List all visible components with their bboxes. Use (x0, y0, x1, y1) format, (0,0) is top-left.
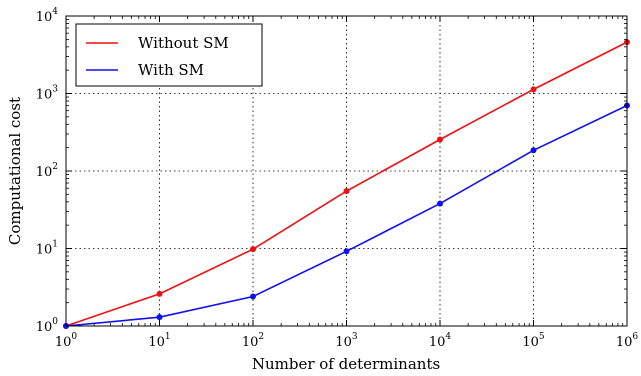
data-point-without-sm (250, 246, 256, 253)
plot-frame (65, 15, 628, 327)
y-tick-label: 102 (36, 162, 58, 180)
y-axis-title: Computational cost (6, 97, 24, 245)
x-tick-label: 103 (335, 332, 358, 350)
legend: Without SM With SM (75, 23, 263, 87)
y-tick-labels: 100 101 102 103 104 (36, 7, 59, 335)
data-point-with-sm (156, 314, 163, 321)
legend-box (75, 23, 263, 87)
data-point-without-sm (156, 290, 163, 297)
data-point-with-sm (437, 200, 443, 207)
x-tick-labels: 100 101 102 103 104 105 106 (55, 332, 639, 350)
y-tick-label: 103 (36, 85, 59, 103)
legend-label-without-sm: Without SM (138, 34, 229, 52)
x-axis-title: Number of determinants (252, 355, 440, 373)
x-tick-label: 102 (242, 332, 264, 350)
x-tick-label: 106 (616, 332, 639, 350)
x-tick-label: 104 (429, 332, 452, 350)
data-point-with-sm (343, 248, 350, 255)
data-point-without-sm (437, 136, 443, 143)
x-tick-label: 101 (148, 332, 170, 350)
x-tick-label: 105 (522, 332, 545, 350)
y-tick-label: 104 (36, 7, 59, 25)
series-layer (63, 39, 630, 329)
data-point-without-sm (530, 86, 537, 93)
data-point-with-sm (530, 147, 537, 154)
x-tick-label: 100 (55, 332, 78, 350)
data-point-with-sm (250, 293, 256, 300)
y-tick-label: 100 (36, 317, 59, 335)
legend-label-with-sm: With SM (138, 61, 204, 79)
y-tick-label: 101 (36, 240, 58, 258)
data-point-without-sm (343, 188, 350, 195)
